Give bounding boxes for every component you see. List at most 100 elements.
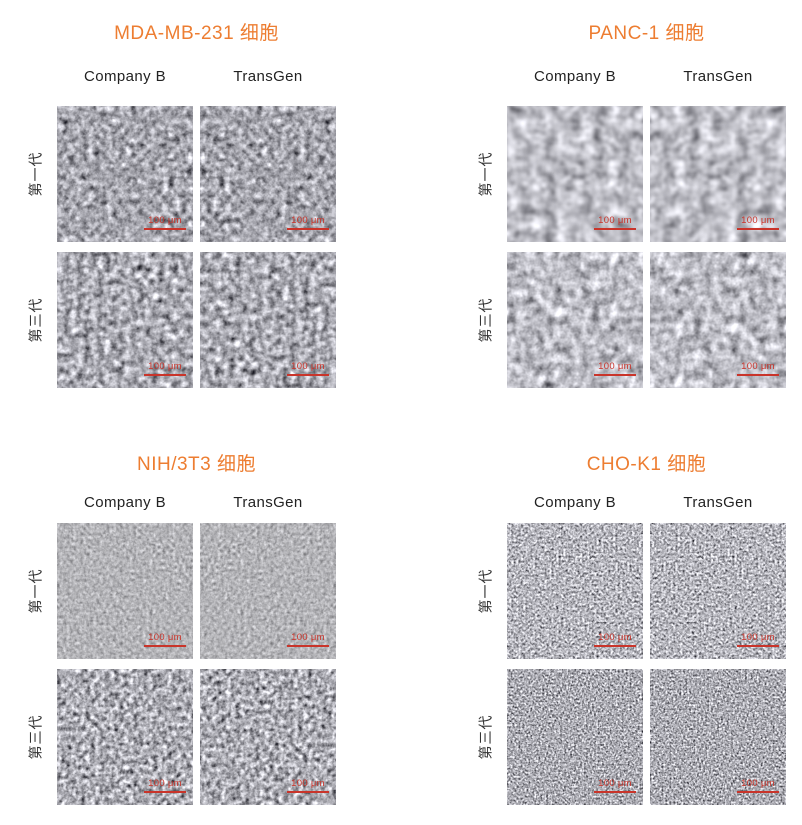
column-header-transgen: TransGen	[233, 68, 303, 85]
scale-bar: 100 μm	[594, 779, 636, 793]
micrograph-image	[507, 523, 643, 659]
panel-cho-k1: CHO-K1 细胞 Company B TransGen 第一代 第三代 100…	[463, 453, 786, 819]
column-header-transgen: TransGen	[683, 494, 753, 511]
scale-bar-line	[737, 645, 779, 647]
micrograph-image	[650, 252, 786, 388]
micrograph-image	[200, 106, 336, 242]
row-labels: 第一代 第三代	[463, 523, 507, 805]
scale-bar-label: 100 μm	[148, 778, 182, 789]
scale-bar: 100 μm	[287, 216, 329, 230]
column-headers: Company B TransGen	[507, 67, 786, 87]
scale-bar: 100 μm	[737, 779, 779, 793]
scale-bar-label: 100 μm	[291, 778, 325, 789]
scale-bar: 100 μm	[594, 362, 636, 376]
micrograph-mda-mb-231-gen3-company-b: 100 μm	[57, 252, 193, 388]
micrograph-image	[507, 669, 643, 805]
scale-bar-line	[287, 645, 329, 647]
micrograph-image	[57, 669, 193, 805]
micrograph-mda-mb-231-gen3-transgen: 100 μm	[200, 252, 336, 388]
scale-bar-line	[144, 791, 186, 793]
scale-bar-line	[594, 374, 636, 376]
micrograph-nih-3t3-gen3-transgen: 100 μm	[200, 669, 336, 805]
scale-bar-label: 100 μm	[148, 215, 182, 226]
column-headers: Company B TransGen	[57, 67, 336, 87]
micrograph-image	[507, 106, 643, 242]
row-label-generation-3: 第三代	[477, 297, 493, 343]
scale-bar: 100 μm	[144, 779, 186, 793]
micrograph-image	[57, 523, 193, 659]
column-header-company-b: Company B	[84, 494, 166, 511]
micrograph-grid: 100 μm 100 μm 100 μm	[57, 523, 336, 805]
column-header-transgen: TransGen	[683, 68, 753, 85]
scale-bar-line	[287, 791, 329, 793]
scale-bar-line	[287, 228, 329, 230]
scale-bar-line	[594, 228, 636, 230]
micrograph-nih-3t3-gen1-transgen: 100 μm	[200, 523, 336, 659]
row-labels: 第一代 第三代	[463, 106, 507, 388]
micrograph-image	[57, 106, 193, 242]
column-headers: Company B TransGen	[507, 493, 786, 513]
row-label-generation-1: 第一代	[27, 151, 43, 197]
row-label-generation-1: 第一代	[477, 151, 493, 197]
scale-bar-label: 100 μm	[598, 361, 632, 372]
column-header-company-b: Company B	[84, 68, 166, 85]
column-headers: Company B TransGen	[57, 493, 336, 513]
scale-bar-line	[144, 228, 186, 230]
micrograph-panc-1-gen3-transgen: 100 μm	[650, 252, 786, 388]
scale-bar-label: 100 μm	[741, 215, 775, 226]
row-labels: 第一代 第三代	[13, 523, 57, 805]
micrograph-cho-k1-gen1-company-b: 100 μm	[507, 523, 643, 659]
scale-bar-line	[737, 791, 779, 793]
scale-bar: 100 μm	[144, 362, 186, 376]
micrograph-image	[650, 523, 786, 659]
scale-bar-label: 100 μm	[741, 361, 775, 372]
panel-title: CHO-K1 细胞	[586, 454, 707, 475]
micrograph-image	[507, 252, 643, 388]
scale-bar-label: 100 μm	[741, 778, 775, 789]
scale-bar-label: 100 μm	[598, 778, 632, 789]
scale-bar-label: 100 μm	[148, 361, 182, 372]
micrograph-nih-3t3-gen1-company-b: 100 μm	[57, 523, 193, 659]
micrograph-image	[57, 252, 193, 388]
micrograph-mda-mb-231-gen1-company-b: 100 μm	[57, 106, 193, 242]
panel-mda-mb-231: MDA-MB-231 细胞 Company B TransGen 第一代 第三代…	[13, 22, 336, 388]
micrograph-grid: 100 μm 100 μm 100 μm	[57, 106, 336, 388]
micrograph-image	[650, 106, 786, 242]
scale-bar: 100 μm	[737, 362, 779, 376]
row-label-generation-3: 第三代	[477, 714, 493, 760]
scale-bar: 100 μm	[737, 216, 779, 230]
micrograph-grid: 100 μm 100 μm 100 μm	[507, 523, 786, 805]
micrograph-image	[200, 252, 336, 388]
scale-bar-label: 100 μm	[741, 632, 775, 643]
panel-title: PANC-1 细胞	[588, 23, 705, 44]
micrograph-panc-1-gen1-transgen: 100 μm	[650, 106, 786, 242]
scale-bar-line	[144, 374, 186, 376]
scale-bar-line	[144, 645, 186, 647]
panel-title: NIH/3T3 细胞	[136, 454, 257, 475]
scale-bar: 100 μm	[594, 216, 636, 230]
scale-bar: 100 μm	[594, 633, 636, 647]
micrograph-image	[200, 523, 336, 659]
scale-bar-line	[594, 645, 636, 647]
micrograph-nih-3t3-gen3-company-b: 100 μm	[57, 669, 193, 805]
row-label-generation-3: 第三代	[27, 714, 43, 760]
scale-bar: 100 μm	[737, 633, 779, 647]
scale-bar-line	[594, 791, 636, 793]
scale-bar: 100 μm	[287, 779, 329, 793]
row-label-generation-1: 第一代	[477, 568, 493, 614]
scale-bar-line	[287, 374, 329, 376]
scale-bar-label: 100 μm	[148, 632, 182, 643]
scale-bar: 100 μm	[287, 633, 329, 647]
scale-bar-label: 100 μm	[291, 361, 325, 372]
scale-bar: 100 μm	[144, 633, 186, 647]
micrograph-panc-1-gen1-company-b: 100 μm	[507, 106, 643, 242]
panel-nih-3t3: NIH/3T3 细胞 Company B TransGen 第一代 第三代 10…	[13, 453, 336, 819]
micrograph-cho-k1-gen1-transgen: 100 μm	[650, 523, 786, 659]
micrograph-image	[200, 669, 336, 805]
column-header-company-b: Company B	[534, 494, 616, 511]
micrograph-mda-mb-231-gen1-transgen: 100 μm	[200, 106, 336, 242]
scale-bar-label: 100 μm	[291, 632, 325, 643]
row-label-generation-3: 第三代	[27, 297, 43, 343]
scale-bar-label: 100 μm	[291, 215, 325, 226]
